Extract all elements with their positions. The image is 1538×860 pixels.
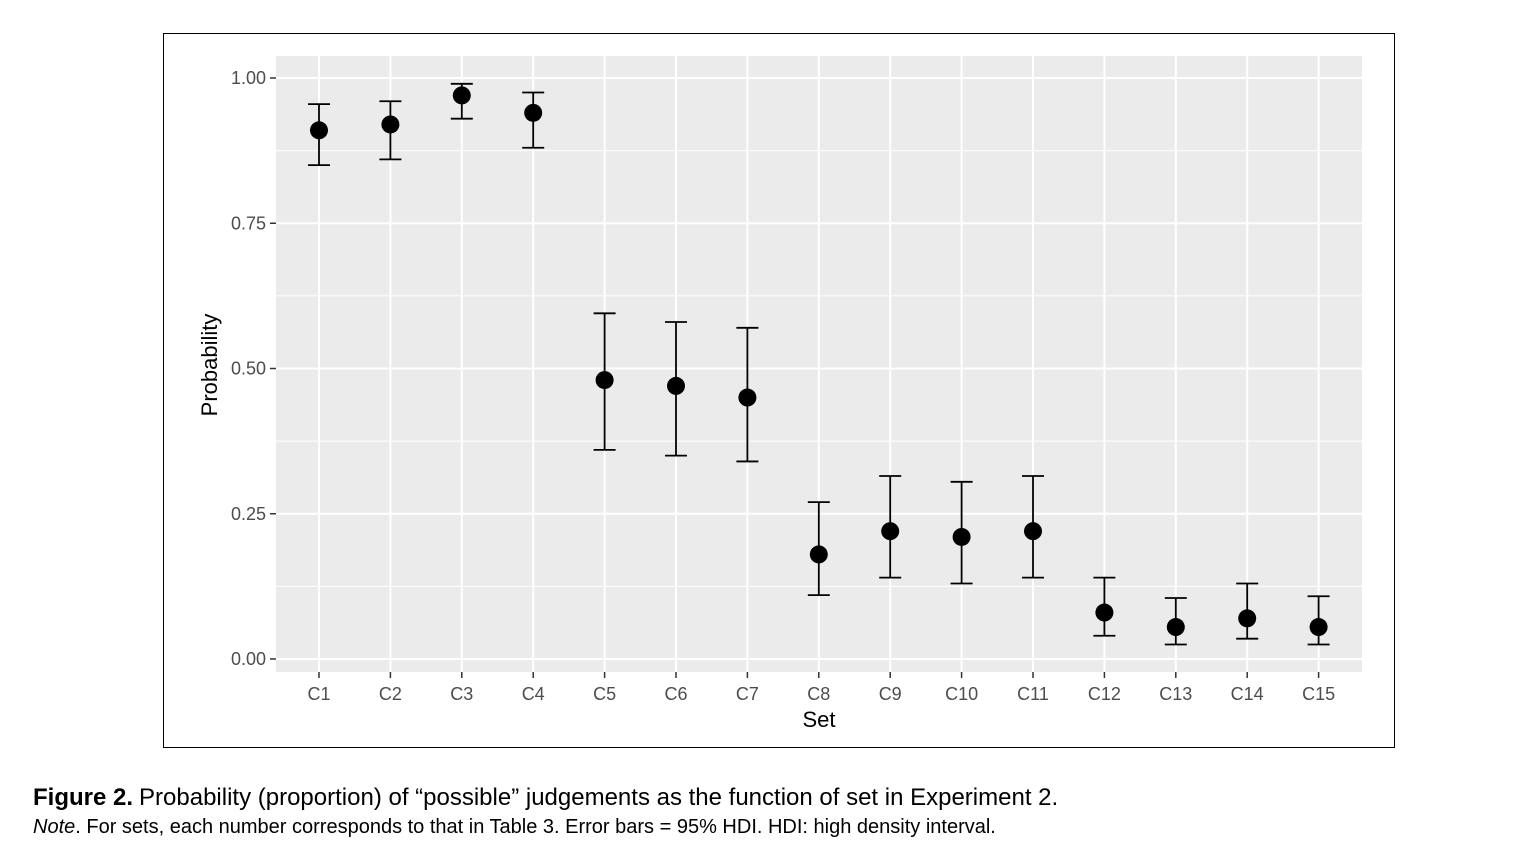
y-tick-label: 1.00 (231, 68, 266, 88)
chart: 0.00 0.25 0.50 0.75 1.00 C1 C2 C3 C4 C5 C6 C7 C8 C9 C1… (197, 56, 1362, 732)
figure-caption: Figure 2. Probability (proportion) of “po… (33, 783, 1513, 841)
data-point (667, 376, 685, 395)
x-tick-label: C7 (736, 684, 759, 704)
error-bar-group (950, 480, 973, 585)
data-point (524, 103, 543, 122)
data-point (310, 121, 328, 140)
error-bar-group (308, 103, 330, 167)
error-bar-group (1236, 582, 1259, 640)
data-point (1238, 609, 1257, 628)
caption-text: Probability (proportion) of “possible” j… (139, 784, 1059, 811)
error-bar-group (593, 312, 616, 451)
y-tick-label: 0.50 (231, 359, 266, 379)
note-label: Note (33, 816, 76, 838)
figure-frame: 0.00 0.25 0.50 0.75 1.00 C1 C2 C3 C4 C5 C6 C7 C8 C9 C1… (163, 33, 1395, 748)
y-tick-label: 0.75 (231, 213, 266, 233)
data-point (1095, 603, 1114, 622)
x-tick-label: C10 (945, 684, 978, 704)
x-tick-label: C4 (522, 684, 545, 704)
error-bar-group (879, 475, 902, 579)
data-point (1166, 618, 1185, 637)
error-bar-group (1164, 597, 1187, 646)
data-point (381, 115, 400, 134)
axes: 0.00 0.25 0.50 0.75 1.00 C1 C2 C3 C4 C5 C6 C7 C8 C9 C1… (231, 68, 1335, 704)
data-point (881, 522, 900, 541)
x-tick-label: C2 (379, 684, 402, 704)
error-bar-group (807, 501, 830, 596)
error-bar-group (736, 326, 759, 463)
data-point (1309, 618, 1328, 637)
note-text: . For sets, each number corresponds to t… (75, 816, 996, 838)
y-tick-label: 0.00 (231, 649, 266, 669)
y-tick-label: 0.25 (231, 504, 266, 524)
x-tick-label: C14 (1231, 684, 1264, 704)
error-bar-group (1093, 576, 1116, 637)
x-tick-label: C15 (1302, 684, 1335, 704)
error-bar-group (1307, 595, 1330, 646)
caption-label: Figure 2. (33, 784, 134, 811)
data-point (809, 545, 828, 564)
error-bar-group (450, 82, 473, 120)
caption-note-line: Note. For sets, each number corresponds … (33, 813, 1513, 841)
x-tick-label: C1 (307, 684, 330, 704)
x-tick-label: C6 (664, 684, 687, 704)
x-tick-label: C13 (1159, 684, 1192, 704)
caption-title-line: Figure 2. Probability (proportion) of “po… (33, 783, 1513, 813)
x-tick-label: C9 (879, 684, 902, 704)
x-tick-label: C12 (1088, 684, 1121, 704)
y-axis-title: Probability (197, 314, 222, 417)
x-tick-label: C11 (1017, 684, 1049, 704)
x-tick-label: C5 (593, 684, 616, 704)
x-axis-title: Set (802, 707, 835, 732)
x-tick-label: C3 (450, 684, 473, 704)
error-bar-group (379, 100, 402, 161)
data-point (952, 527, 971, 546)
data-point (595, 371, 614, 390)
x-tick-label: C8 (807, 684, 830, 704)
data-point (1024, 522, 1042, 541)
data-point (452, 86, 471, 105)
error-bar-group (522, 91, 545, 149)
error-bar-group (1022, 475, 1044, 579)
data-marks (308, 82, 1330, 646)
data-point (738, 388, 757, 407)
error-bar-group (665, 321, 687, 457)
